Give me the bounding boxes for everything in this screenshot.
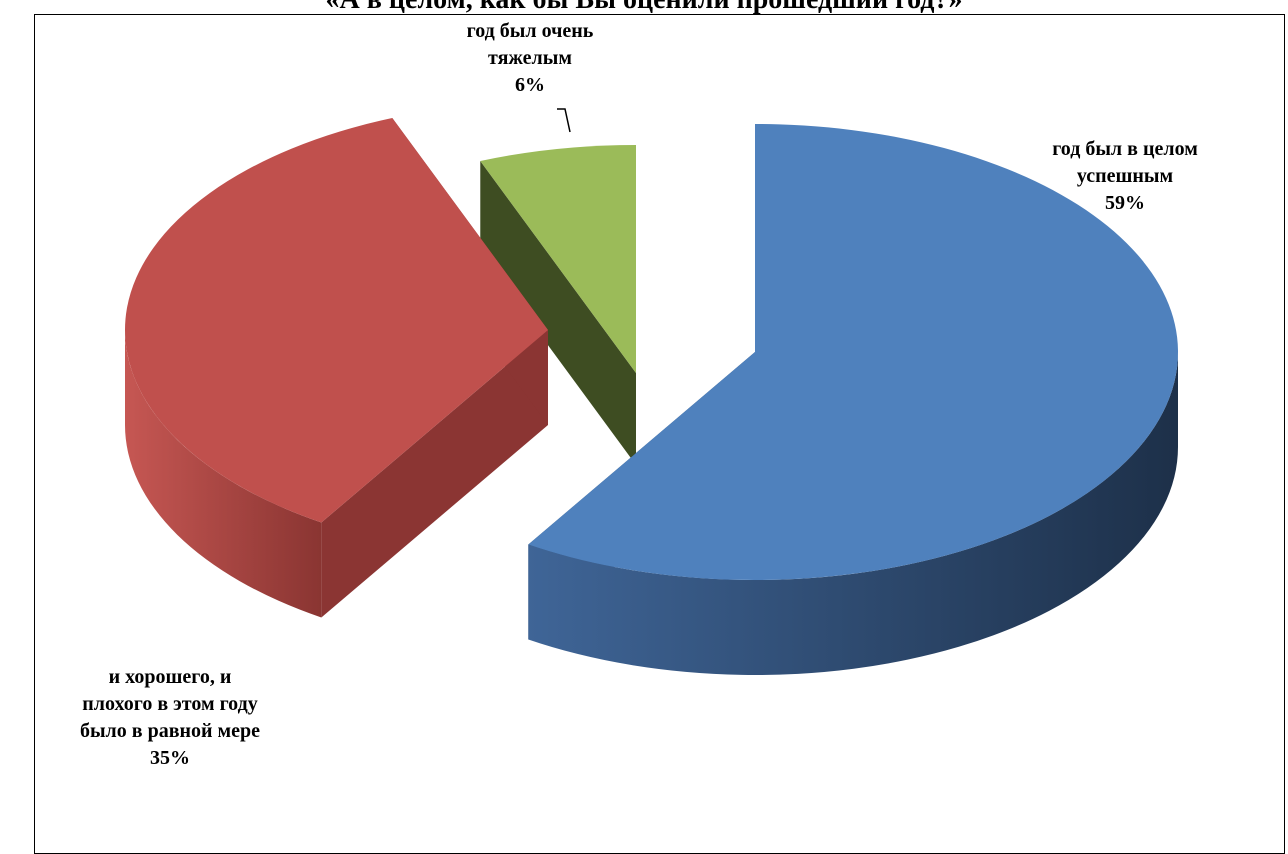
slice-mixed: [125, 118, 548, 618]
slice-hard: [480, 145, 636, 465]
slice-label-hard: год был очень тяжелым 6%: [466, 20, 594, 96]
slice-rim-mixed: [125, 330, 322, 618]
slice-wall-mixed-0: [321, 330, 548, 618]
slice-top-mixed: [125, 118, 548, 523]
slice-wall-hard-0: [480, 161, 636, 465]
chart-title: «А в целом, как бы Вы оценили прошедший …: [0, 0, 1288, 17]
slice-top-hard: [480, 145, 636, 373]
slice-top-successful: [528, 124, 1178, 580]
slice-label-mixed: и хорошего, и плохого в этом году было в…: [79, 666, 261, 769]
slice-successful: [528, 124, 1178, 675]
slice-rim-successful: [528, 352, 1178, 675]
leader-line-hard: [557, 108, 571, 133]
slice-label-successful: год был в целом успешным 59%: [1052, 138, 1198, 214]
